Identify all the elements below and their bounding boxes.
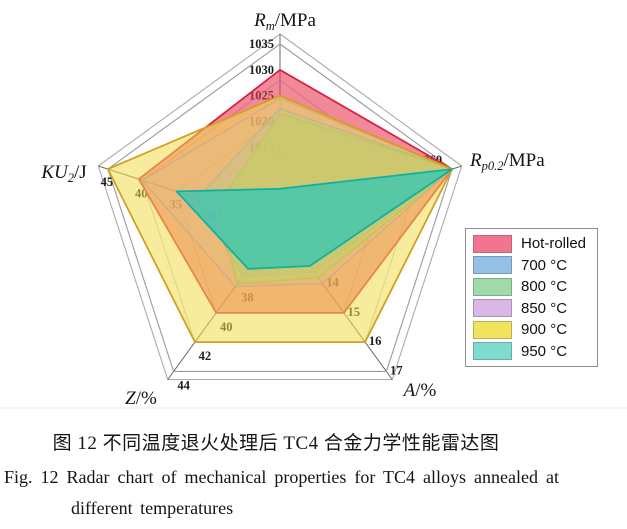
legend-item: 900 °C [473,320,593,339]
radar-chart: 1035103010251020101596014151617384042444… [0,10,627,409]
tick-label-Rm: 1035 [249,37,274,51]
tick-label-KU2: 45 [101,175,114,189]
tick-label-Rm: 1030 [249,63,274,77]
axis-title-Z: Z/% [125,388,157,409]
legend-label: 850 °C [521,299,568,317]
legend-label: 900 °C [521,321,568,339]
caption-english-1: Fig. 12 Radar chart of mechanical proper… [4,467,559,487]
legend: Hot-rolled 700 °C 800 °C 850 °C 900 °C 950 °C [465,228,598,367]
tick-label-A: 17 [390,363,403,377]
legend-item: Hot-rolled [473,234,593,253]
legend-swatch [473,320,512,339]
legend-item: 850 °C [473,299,593,318]
axis-title-Rm: Rm/MPa [253,10,316,33]
legend-swatch [473,299,512,318]
legend-label: 700 °C [521,256,568,274]
legend-label: 800 °C [521,278,568,296]
radar-chart-area: 1035103010251020101596014151617384042444… [0,10,627,409]
caption-chinese: 图 12 不同温度退火处理后 TC4 合金力学性能雷达图 [52,433,500,454]
legend-label: Hot-rolled [521,235,587,252]
tick-label-Z: 44 [177,378,190,392]
legend-swatch [473,277,512,296]
legend-item: 700 °C [473,256,593,275]
legend-swatch [473,234,512,253]
axis-title-KU2: KU2/J [40,162,86,185]
axis-titles: Rm/MPa Rp0.2/MPa A/% Z/% KU2/J [40,10,545,409]
tick-label-A: 16 [369,334,382,348]
axis-title-A: A/% [402,380,437,401]
legend-swatch [473,342,512,361]
legend-item: 800 °C [473,277,593,296]
tick-label-Z: 42 [199,349,212,363]
grid-ring [107,43,453,372]
legend-label: 950 °C [521,342,568,360]
axis-title-Rp02: Rp0.2/MPa [469,150,545,173]
radar-series [107,69,453,343]
caption-english-2: different temperatures [71,498,234,518]
grid-outer-frame [97,33,463,381]
legend-item: 950 °C [473,342,593,361]
series-polygon-950-c [175,168,453,270]
legend-swatch [473,256,512,275]
